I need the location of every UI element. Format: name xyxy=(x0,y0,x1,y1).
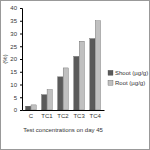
x-tick-label: TC2 xyxy=(57,113,69,119)
x-tick: TC4 xyxy=(89,110,101,119)
x-axis-title: Test concentrations on day 45 xyxy=(23,127,103,133)
plot: 0 5 10 15 20 25 30 35 40 C TC1 TC2 TC3 TC4 xyxy=(10,5,104,119)
y-tick-label: 10 xyxy=(10,82,17,88)
y-tick: 0 xyxy=(14,107,22,113)
y-tick: 40 xyxy=(10,5,22,11)
y-tick-label: 30 xyxy=(10,31,17,37)
legend-label: Root (µg/g) xyxy=(115,80,145,86)
y-tick-label: 0 xyxy=(14,107,18,113)
bar xyxy=(74,56,79,110)
x-axis: C TC1 TC2 TC3 TC4 xyxy=(23,110,105,119)
legend-label: Shoot (µg/g) xyxy=(115,70,148,76)
y-tick-mark xyxy=(20,46,22,47)
x-tick: C xyxy=(29,110,34,119)
y-tick-label: 40 xyxy=(10,5,17,11)
y-tick-label: 25 xyxy=(10,44,17,50)
y-tick-mark xyxy=(20,85,22,86)
bar xyxy=(79,41,84,110)
y-tick-mark xyxy=(20,21,22,22)
y-tick-mark xyxy=(20,8,22,9)
y-tick-label: 5 xyxy=(14,95,18,101)
y-axis: 0 5 10 15 20 25 30 35 40 xyxy=(10,5,22,113)
legend-swatch xyxy=(108,70,113,75)
y-tick: 20 xyxy=(10,56,22,62)
x-tick: TC1 xyxy=(41,110,53,119)
y-tick-mark xyxy=(20,97,22,98)
y-tick: 10 xyxy=(10,82,22,88)
x-tick-label: TC4 xyxy=(89,113,101,119)
bar xyxy=(63,68,68,110)
x-tick: TC3 xyxy=(73,110,85,119)
x-axis-line xyxy=(23,110,105,111)
y-tick: 30 xyxy=(10,31,22,37)
bar xyxy=(25,106,30,110)
bar xyxy=(47,90,52,110)
chart-frame xyxy=(1,1,150,150)
y-tick-label: 20 xyxy=(10,56,17,62)
bar xyxy=(90,39,95,110)
chart: 0 5 10 15 20 25 30 35 40 C TC1 TC2 TC3 TC4 Test concen… xyxy=(0,0,150,150)
bars xyxy=(25,21,100,110)
bar xyxy=(95,21,100,110)
bar xyxy=(31,105,36,110)
legend-swatch xyxy=(108,80,113,85)
legend: Shoot (µg/g) Root (µg/g) xyxy=(108,70,148,86)
y-tick-mark xyxy=(20,110,22,111)
y-tick-label: 35 xyxy=(10,18,17,24)
y-tick: 5 xyxy=(14,95,22,101)
x-tick-label: TC3 xyxy=(73,113,85,119)
y-tick: 25 xyxy=(10,44,22,50)
y-tick-mark xyxy=(20,59,22,60)
y-tick: 35 xyxy=(10,18,22,24)
x-tick-label: TC1 xyxy=(41,113,53,119)
x-tick: TC2 xyxy=(57,110,69,119)
y-tick-label: 15 xyxy=(10,69,17,75)
y-tick: 15 xyxy=(10,69,22,75)
y-axis-title: (%) xyxy=(2,54,8,63)
y-tick-mark xyxy=(20,34,22,35)
x-tick-label: C xyxy=(29,113,34,119)
y-axis-line xyxy=(20,9,23,111)
bar xyxy=(42,95,47,110)
bar xyxy=(58,77,63,110)
y-tick-mark xyxy=(20,72,22,73)
